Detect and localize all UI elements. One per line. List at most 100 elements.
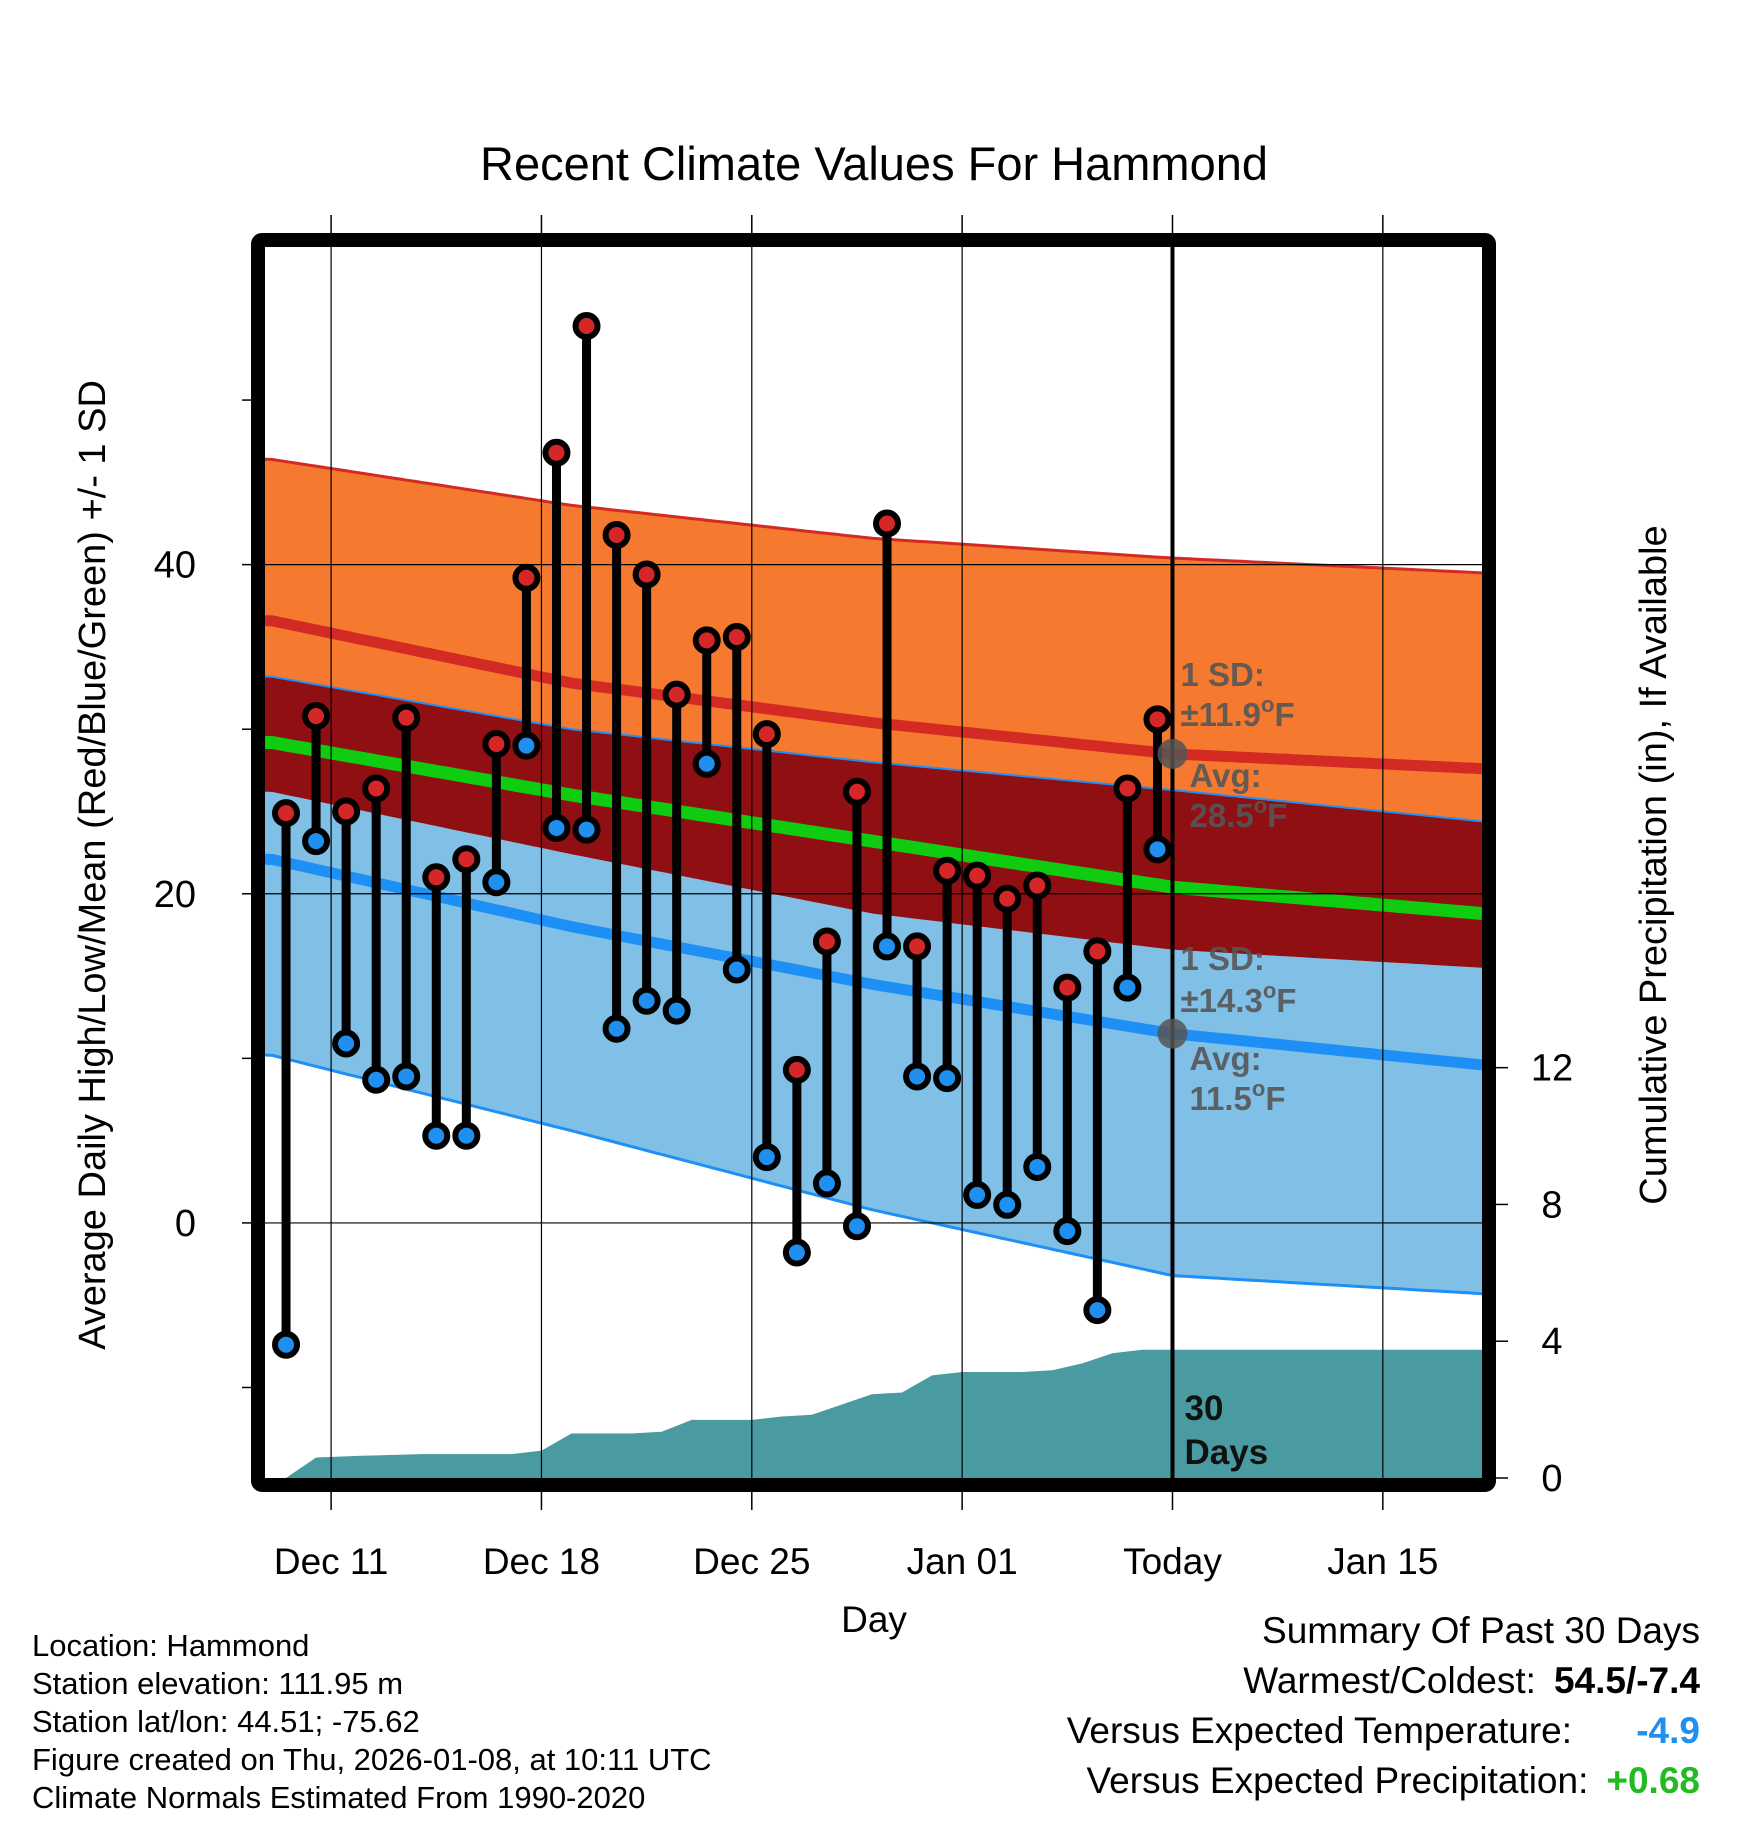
low-sd-label-unit: F	[1276, 982, 1296, 1019]
high-point	[362, 774, 391, 803]
low-sd-label-degree: o	[1263, 978, 1276, 1003]
summary-temp-label: Versus Expected Temperature:	[1066, 1710, 1572, 1751]
low-sd-label-1: ±14.3oF	[1180, 978, 1296, 1019]
high-point	[482, 730, 511, 759]
high-point	[572, 311, 601, 340]
x-tick-label: Today	[1123, 1541, 1222, 1582]
info-created: Figure created on Thu, 2026-01-08, at 10…	[32, 1742, 712, 1777]
x-tick-label: Jan 01	[907, 1541, 1018, 1582]
high-sd-label-1: ±11.9oF	[1180, 692, 1294, 733]
x-tick-label: Dec 25	[693, 1541, 810, 1582]
high-point	[302, 702, 331, 731]
precip-fill	[286, 1349, 1482, 1478]
summary-warm-cold: Warmest/Coldest: 54.5/-7.4	[1243, 1660, 1700, 1702]
plot-frame	[251, 233, 1496, 1492]
high-sd-band	[265, 459, 1482, 822]
low-point	[1023, 1152, 1052, 1181]
high-point	[933, 856, 962, 885]
high-point	[452, 845, 481, 874]
info-location: Location: Hammond	[32, 1628, 310, 1663]
high-avg-label-unit: F	[1267, 797, 1287, 834]
low-point	[662, 996, 691, 1025]
low-point	[392, 1062, 421, 1091]
low-point	[602, 1014, 631, 1043]
low-point	[1083, 1296, 1112, 1325]
low-point	[752, 1143, 781, 1172]
high-point	[542, 438, 571, 467]
high-point	[272, 799, 301, 828]
y2-axis-label: Cumulative Precipitation (in), If Availa…	[1633, 525, 1675, 1204]
high-point	[662, 680, 691, 709]
low-point	[842, 1212, 871, 1241]
y2-tick-label: 0	[1541, 1458, 1562, 1500]
low-avg-label-degree: o	[1252, 1076, 1265, 1101]
summary-title: Summary Of Past 30 Days	[1262, 1610, 1700, 1651]
x-tick-label: Dec 18	[483, 1541, 600, 1582]
high-point	[1053, 973, 1082, 1002]
low-avg-marker	[1157, 1018, 1188, 1049]
plot-border	[251, 233, 1496, 1492]
mean-line	[265, 735, 1482, 920]
x-axis-label: Day	[841, 1599, 907, 1640]
low-point	[873, 932, 902, 961]
y-axis-label: Average Daily High/Low/Mean (Red/Blue/Gr…	[72, 380, 114, 1350]
low-point	[903, 1062, 932, 1091]
info-latlon: Station lat/lon: 44.51; -75.62	[32, 1704, 420, 1739]
observations	[272, 311, 1172, 1359]
high-point	[812, 927, 841, 956]
high-sd-label-unit: F	[1274, 696, 1294, 733]
low-point	[542, 813, 571, 842]
low-point	[1113, 973, 1142, 1002]
low-point	[332, 1029, 361, 1058]
y2-tick-label: 8	[1541, 1184, 1562, 1226]
high-point	[873, 509, 902, 538]
high-mean-line	[265, 615, 1482, 775]
high-avg-label-1: 28.5oF	[1189, 793, 1287, 834]
today-line: 30 Days	[1170, 247, 1268, 1478]
low-point	[572, 815, 601, 844]
low-point	[722, 955, 751, 984]
high-point	[512, 563, 541, 592]
high-upper-line	[265, 457, 1482, 575]
low-point	[422, 1121, 451, 1150]
axes: Dec 11 Dec 18 Dec 25 Jan 01 Today Jan 1502040…	[154, 215, 1573, 1582]
high-point	[782, 1055, 811, 1084]
overlap-band	[265, 676, 1482, 968]
low-avg-label-0: Avg:	[1189, 1040, 1261, 1077]
high-point	[692, 626, 721, 655]
high-point	[842, 777, 871, 806]
high-avg-marker	[1157, 738, 1188, 769]
y-tick-label: 20	[154, 874, 196, 916]
today-days-label-1: Days	[1184, 1433, 1268, 1472]
low-point	[692, 749, 721, 778]
high-point	[722, 623, 751, 652]
info-elevation: Station elevation: 111.95 m	[32, 1666, 404, 1701]
low-point	[302, 827, 331, 856]
low-point	[1143, 835, 1172, 864]
y-tick-label: 0	[175, 1203, 196, 1245]
low-point	[482, 868, 511, 897]
summary-precipitation: Versus Expected Precipitation: +0.68	[1087, 1760, 1700, 1802]
low-point	[963, 1180, 992, 1209]
summary-temp-value: -4.9	[1636, 1710, 1700, 1751]
high-point	[422, 863, 451, 892]
low-point	[1053, 1217, 1082, 1246]
summary-warm-cold-label: Warmest/Coldest:	[1243, 1660, 1536, 1701]
high-point	[1083, 937, 1112, 966]
high-point	[752, 720, 781, 749]
high-point	[1143, 705, 1172, 734]
low-point	[933, 1064, 962, 1093]
low-point	[632, 986, 661, 1015]
low-sd-band	[265, 791, 1482, 1294]
summary-warm-cold-value: 54.5/-7.4	[1553, 1660, 1700, 1701]
precipitation-area	[286, 1349, 1482, 1478]
high-point	[632, 560, 661, 589]
low-point	[452, 1121, 481, 1150]
low-point	[362, 1065, 391, 1094]
high-point	[993, 884, 1022, 913]
high-point	[1023, 871, 1052, 900]
high-point	[963, 861, 992, 890]
y-tick-label: 40	[154, 545, 196, 587]
